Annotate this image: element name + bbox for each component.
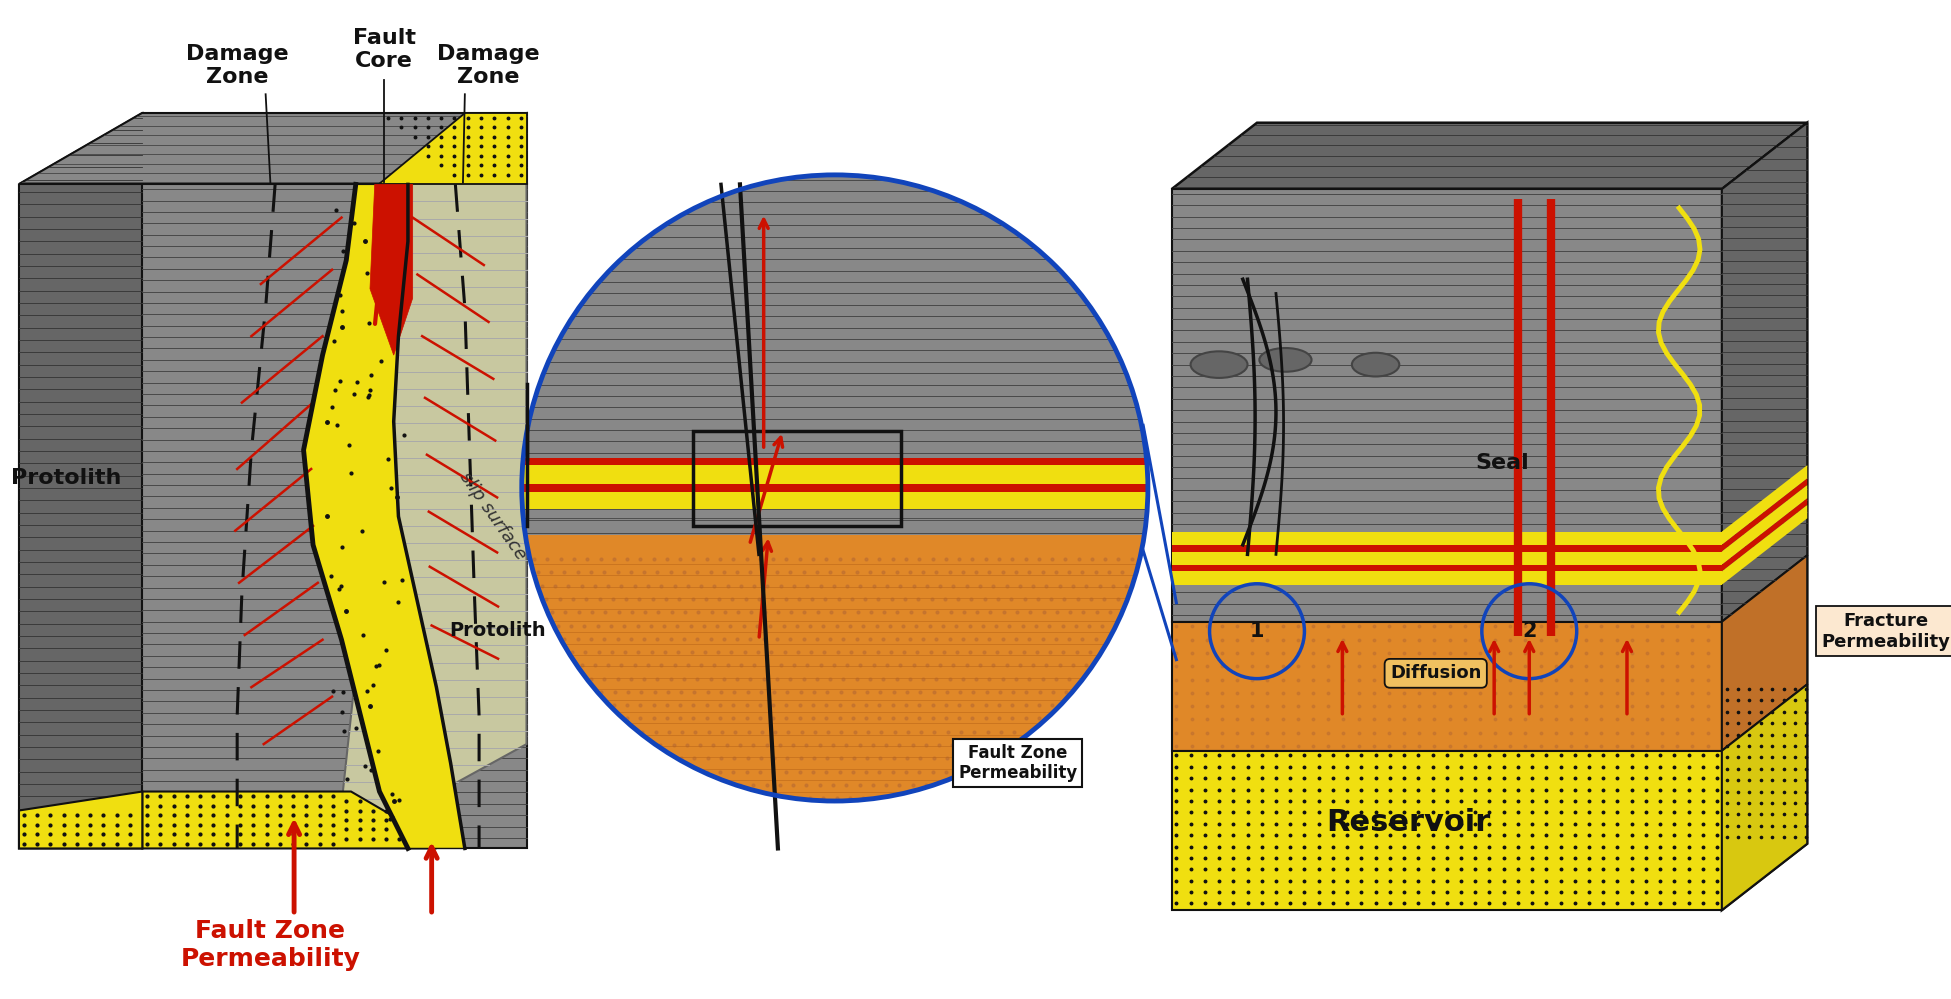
Bar bbox=[1173, 544, 1723, 551]
Bar bbox=[693, 431, 901, 525]
Polygon shape bbox=[1723, 684, 1807, 910]
Bar bbox=[521, 466, 1147, 485]
Text: Fracture
Permeability: Fracture Permeability bbox=[1822, 611, 1951, 650]
Polygon shape bbox=[338, 113, 527, 848]
Polygon shape bbox=[304, 185, 464, 848]
Text: Diffusion: Diffusion bbox=[1389, 664, 1481, 682]
Bar bbox=[521, 458, 1147, 466]
Polygon shape bbox=[1723, 123, 1807, 910]
Text: 2: 2 bbox=[1522, 621, 1537, 641]
Bar bbox=[521, 535, 1147, 848]
Ellipse shape bbox=[1190, 352, 1247, 378]
Bar bbox=[1173, 531, 1723, 544]
Text: Fault Zone
Permeability: Fault Zone Permeability bbox=[958, 743, 1077, 782]
Polygon shape bbox=[371, 185, 414, 355]
Polygon shape bbox=[20, 113, 527, 185]
Polygon shape bbox=[1723, 479, 1807, 551]
Polygon shape bbox=[1173, 189, 1723, 621]
Text: 1: 1 bbox=[1251, 621, 1264, 641]
Bar bbox=[1173, 564, 1723, 571]
Polygon shape bbox=[142, 185, 527, 848]
Ellipse shape bbox=[1260, 348, 1311, 372]
Text: Fault
Core: Fault Core bbox=[353, 28, 416, 71]
Polygon shape bbox=[380, 113, 527, 185]
Ellipse shape bbox=[1352, 353, 1399, 377]
Bar bbox=[1173, 551, 1723, 564]
Bar bbox=[521, 520, 1147, 529]
Polygon shape bbox=[1723, 505, 1807, 584]
Polygon shape bbox=[1723, 486, 1807, 564]
Circle shape bbox=[521, 175, 1147, 801]
Text: slip surface: slip surface bbox=[457, 470, 531, 563]
Polygon shape bbox=[142, 791, 437, 848]
Text: Damage
Zone: Damage Zone bbox=[437, 44, 540, 87]
Polygon shape bbox=[1723, 123, 1807, 621]
Polygon shape bbox=[1723, 555, 1807, 750]
Text: Reservoir: Reservoir bbox=[1327, 808, 1491, 837]
Text: Seal: Seal bbox=[1475, 454, 1530, 474]
Polygon shape bbox=[1173, 621, 1723, 750]
Bar bbox=[521, 492, 1147, 508]
Bar bbox=[521, 485, 1147, 492]
Polygon shape bbox=[20, 791, 142, 848]
Text: Protolith: Protolith bbox=[12, 469, 121, 489]
Polygon shape bbox=[1173, 750, 1723, 910]
Text: Fault Zone
Permeability: Fault Zone Permeability bbox=[179, 919, 361, 971]
Bar bbox=[521, 508, 1147, 520]
Polygon shape bbox=[1723, 499, 1807, 571]
Polygon shape bbox=[1723, 466, 1807, 544]
Text: Damage
Zone: Damage Zone bbox=[185, 44, 289, 87]
Polygon shape bbox=[20, 113, 142, 848]
Bar bbox=[1173, 571, 1723, 584]
Text: Protolith: Protolith bbox=[451, 620, 546, 639]
Polygon shape bbox=[1173, 123, 1807, 189]
